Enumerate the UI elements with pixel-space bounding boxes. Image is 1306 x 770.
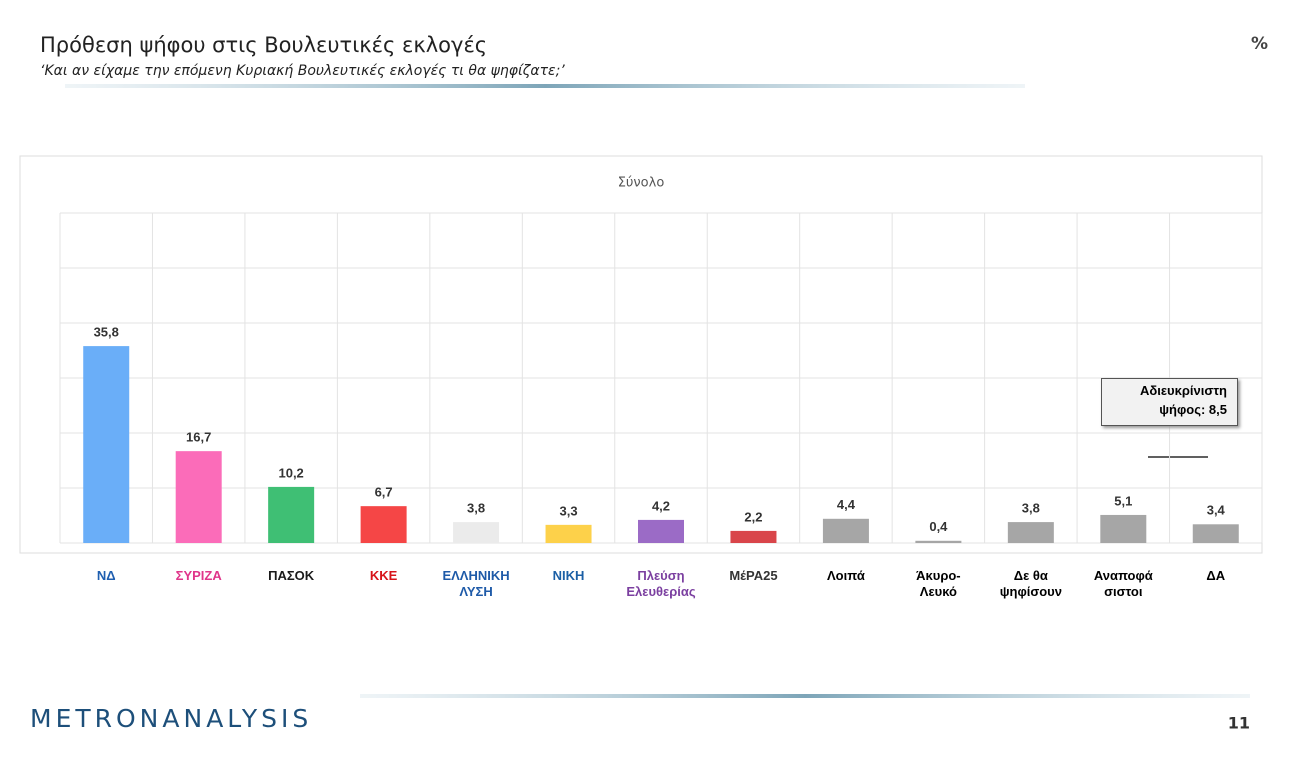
x-tick-label: ΝΙΚΗ <box>552 568 585 583</box>
bar <box>915 540 962 543</box>
bar <box>1192 524 1239 543</box>
value-label: 10,2 <box>278 465 303 480</box>
x-tick-label: Αναποφά σιστοι <box>1093 568 1153 599</box>
x-tick-label: ΣΥΡΙΖΑ <box>175 568 222 583</box>
x-tick-label: ΠΑΣΟΚ <box>268 568 315 583</box>
x-tick-label: ΚΚΕ <box>369 568 398 583</box>
x-tick-label: Λοιπά <box>827 568 865 583</box>
value-label: 35,8 <box>94 325 119 340</box>
bar <box>1100 514 1147 543</box>
x-tick-label: Δε θα ψηφίσουν <box>999 568 1062 599</box>
subtitle: ‘Και αν είχαμε την επόμενη Κυριακή Βουλε… <box>40 63 565 79</box>
x-tick-label: ΕΛΛΗΝΙΚΗ ΛΥΣΗ <box>442 568 510 599</box>
bar <box>730 530 777 543</box>
panel <box>19 155 1263 554</box>
x-tick-label: ΔΑ <box>1206 568 1226 583</box>
value-label: 3,3 <box>559 503 577 518</box>
decor-line <box>65 84 1025 88</box>
value-label: 3,8 <box>467 501 485 516</box>
title: Πρόθεση ψήφου στις Βουλευτικές εκλογές <box>40 33 487 57</box>
x-tick-label: Πλεύση Ελευθερίας <box>626 568 696 599</box>
decor-line <box>360 694 1250 698</box>
annotation: Αδιευκρίνιστη ψήφος: 8,5 <box>1101 378 1238 426</box>
page-number: 11 <box>1228 714 1250 733</box>
bar <box>1007 522 1054 543</box>
bar <box>822 518 869 543</box>
bar <box>453 522 500 543</box>
bar <box>175 451 222 543</box>
bar <box>83 346 130 543</box>
value-label: 3,8 <box>1022 501 1040 516</box>
bar <box>268 486 315 543</box>
value-label: 3,4 <box>1207 503 1226 518</box>
x-tick-label: ΜέΡΑ25 <box>729 568 778 583</box>
value-label: 16,7 <box>186 430 211 445</box>
value-label: 5,1 <box>1114 493 1132 508</box>
value-label: 2,2 <box>744 509 762 524</box>
unit-label: % <box>1251 34 1268 54</box>
panel-title: Σύνολο <box>618 176 665 191</box>
x-tick-label: ΝΔ <box>96 568 116 583</box>
value-label: 0,4 <box>929 519 948 534</box>
bar <box>638 519 684 543</box>
value-label: 4,4 <box>837 497 856 512</box>
x-tick-label: Άκυρο- Λευκό <box>916 568 961 599</box>
bar <box>360 506 407 543</box>
value-label: 4,2 <box>652 498 670 513</box>
brand: METRONANALYSIS <box>30 704 312 733</box>
bar <box>545 524 592 543</box>
value-label: 6,7 <box>375 485 393 500</box>
